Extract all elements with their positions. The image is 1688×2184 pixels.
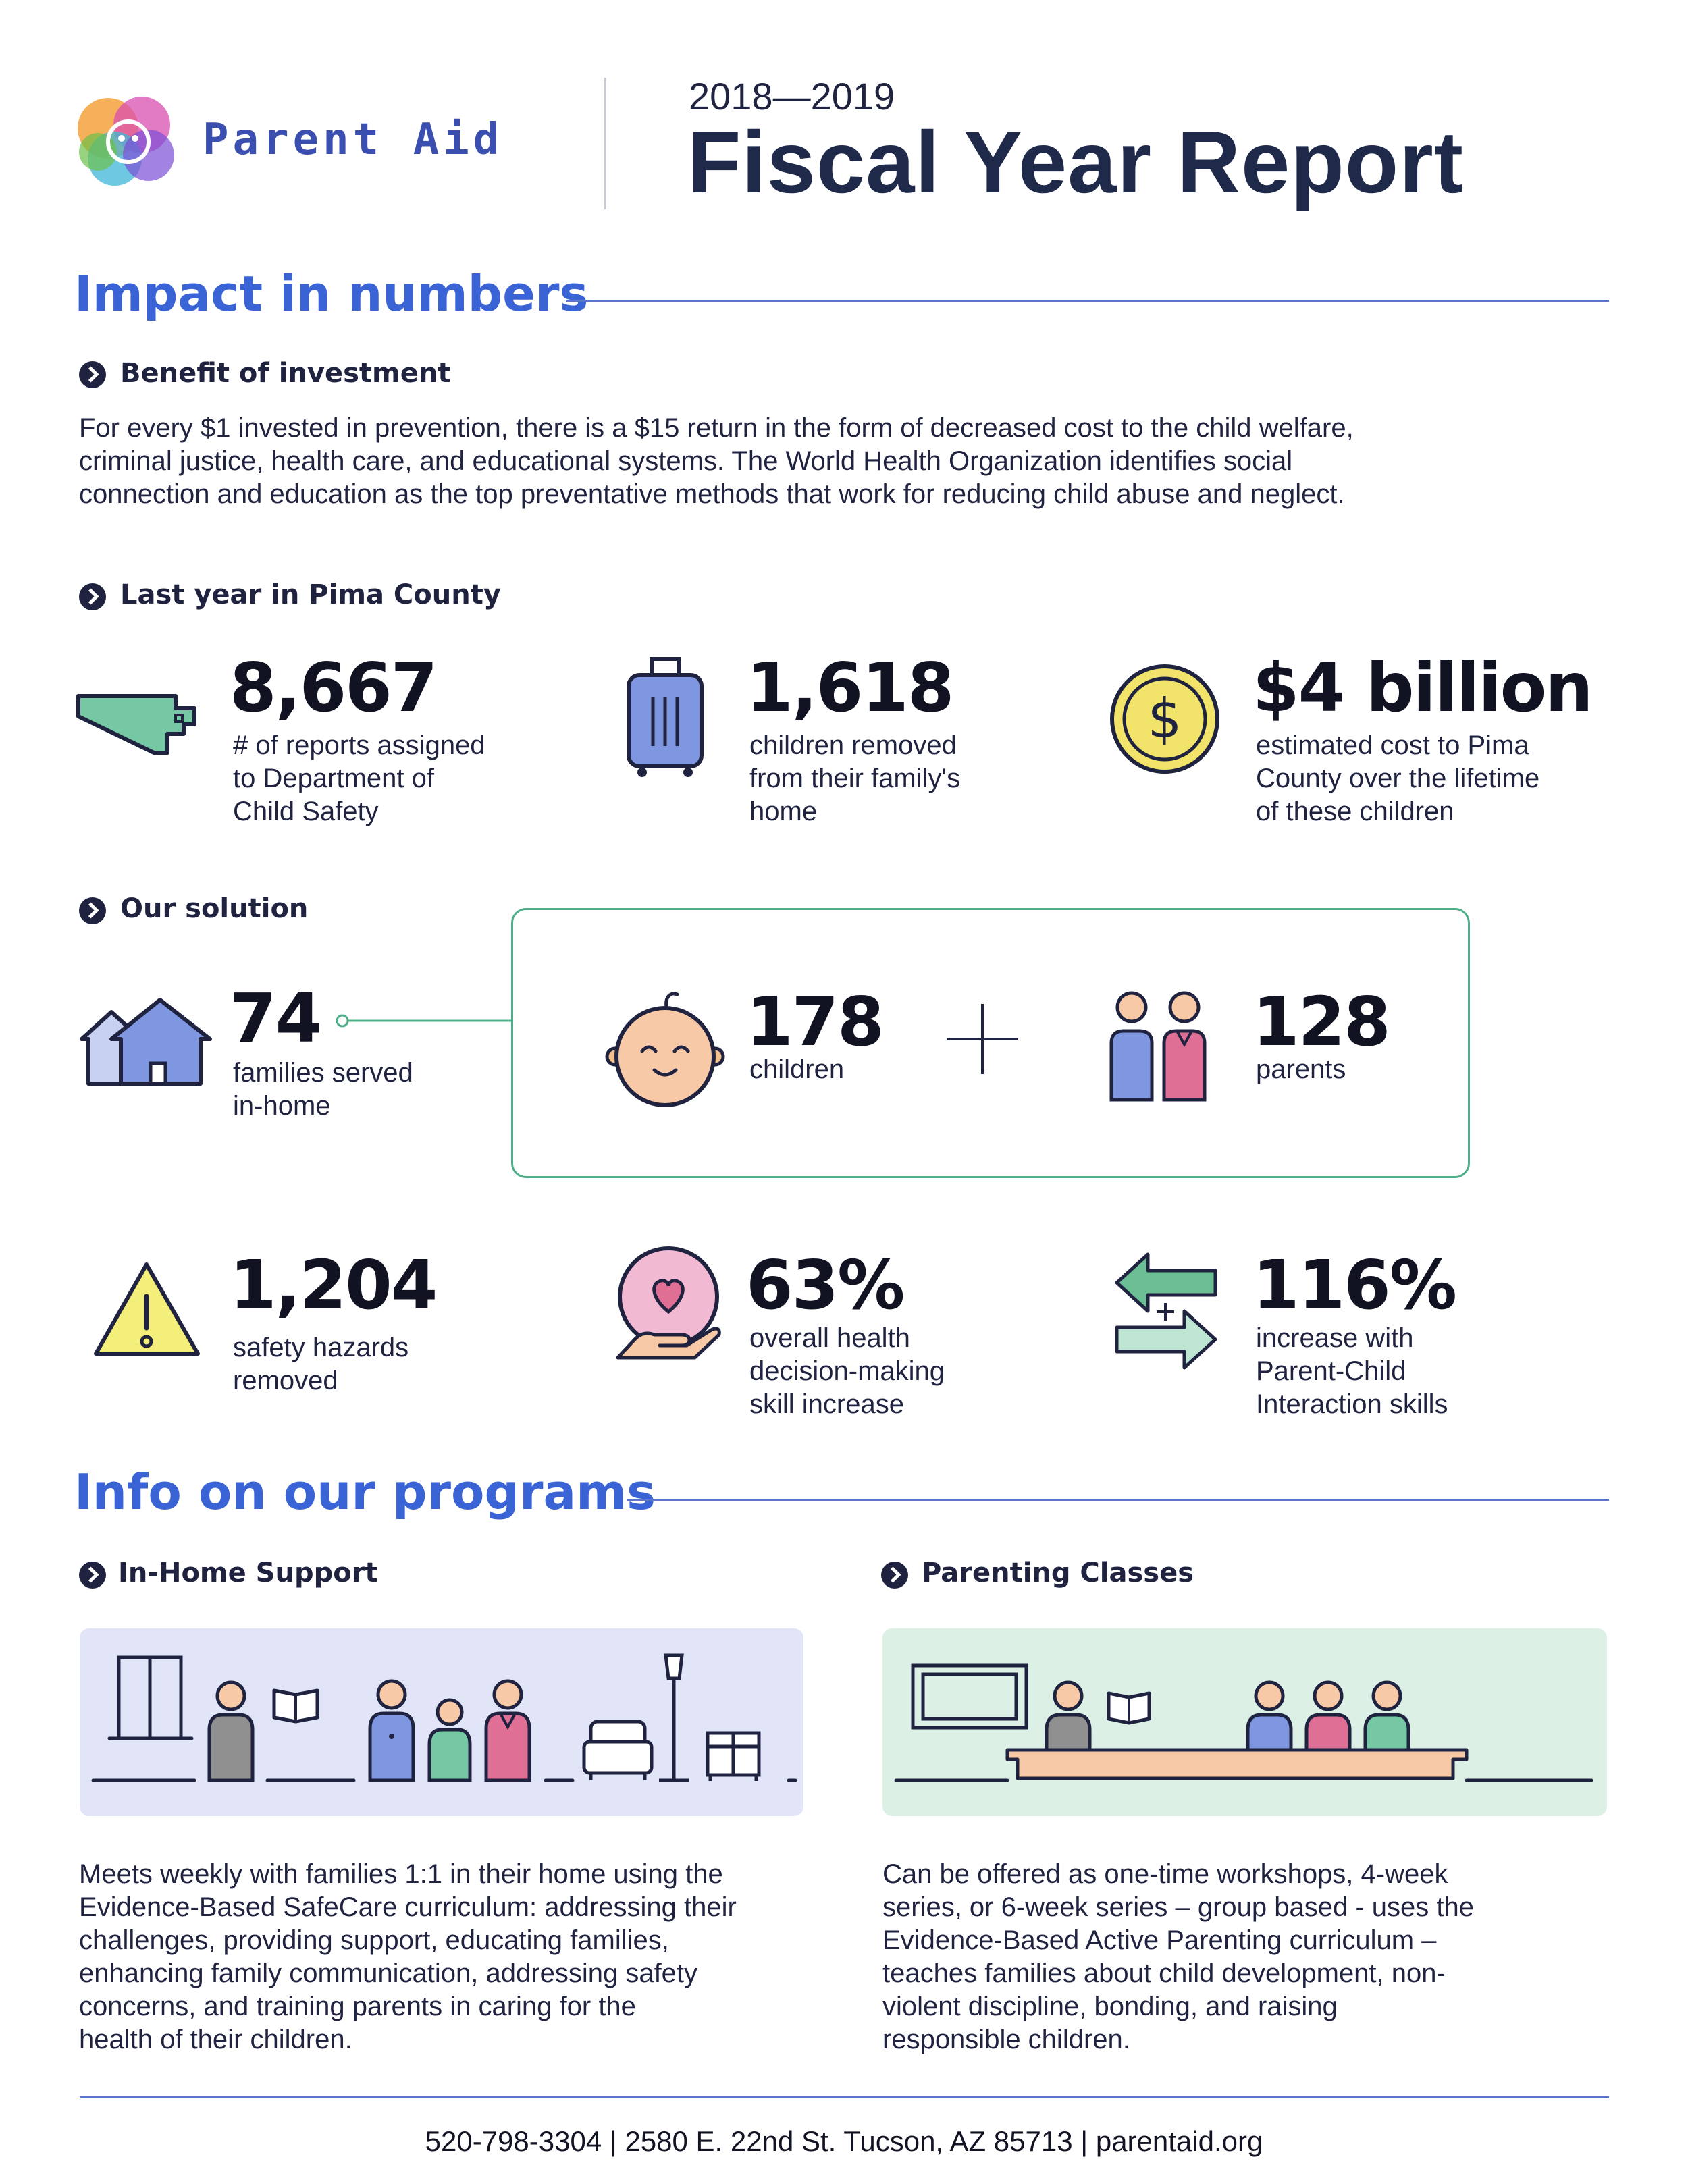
description-line: concerns, and training parents in caring… [79,1992,636,2021]
logo [68,88,189,196]
classes-subtitle: Parenting Classes [922,1557,1194,1589]
pima-county-map-icon [74,685,199,762]
stat-label-line: # of reports assigned [233,730,485,760]
page-title: Fiscal Year Report [687,113,1465,211]
stat-label-line: County over the lifetime [1256,764,1540,793]
classes-illustration [882,1628,1607,1816]
bullet-icon [79,897,106,924]
stat-label-line: in-home [233,1091,331,1121]
report-year: 2018—2019 [689,75,895,117]
solution-subtitle: Our solution [120,893,309,924]
stat-label-line: decision-making [749,1356,945,1386]
parents-label: parents [1256,1055,1346,1084]
footer-rule [80,2096,1609,2098]
exchange-arrows-icon [1113,1250,1221,1375]
plus-icon [947,1004,1018,1077]
benefit-line: connection and education as the top prev… [79,479,1345,509]
stat-label-line: Interaction skills [1256,1389,1448,1419]
footer-contact: 520-798-3304 | 2580 E. 22nd St. Tucson, … [425,2125,1263,2157]
parents-value: 128 [1252,982,1391,1061]
suitcase-icon [625,655,706,782]
benefit-line: For every $1 invested in prevention, the… [79,413,1354,443]
impact-section-title: Impact in numbers [74,265,589,322]
stat-label-line: from their family's [749,764,961,793]
bullet-icon [881,1562,908,1589]
description-line: Evidence-Based SafeCare curriculum: addr… [79,1892,737,1922]
stat-label-line: removed [233,1366,338,1395]
classes-description: Can be offered as one-time workshops, 4-… [882,1858,1639,2056]
description-line: enhancing family communication, addressi… [79,1959,698,1988]
stat-label: estimated cost to Pima County over the l… [1256,729,1539,828]
programs-section-rule [627,1499,1609,1501]
description-line: series, or 6-week series – group based -… [882,1892,1474,1922]
bullet-icon [79,583,106,610]
description-line: teaches families about child development… [882,1959,1446,1988]
dollar-coin-icon: $ [1107,662,1222,779]
stat-label: # of reports assigned to Department of C… [233,729,485,828]
stat-label-line: overall health [749,1323,910,1353]
outcome-value: 116% [1252,1246,1457,1325]
benefit-text: For every $1 invested in prevention, the… [79,412,1618,511]
warning-icon [91,1259,203,1363]
heart-hand-icon [611,1244,726,1372]
outcome-value: 1,204 [230,1246,438,1325]
description-line: challenges, providing support, educating… [79,1925,669,1955]
stat-value: 1,618 [746,648,954,727]
stat-label-line: safety hazards [233,1333,409,1362]
stat-label-line: skill increase [749,1389,904,1419]
stat-label-line: estimated cost to Pima [1256,730,1529,760]
benefit-subtitle: Benefit of investment [120,358,451,389]
stat-value: 8,667 [230,648,438,727]
stat-label-line: Parent-Child [1256,1356,1406,1386]
houses-icon [78,996,216,1093]
bullet-icon [79,361,106,388]
families-value: 74 [230,979,322,1058]
header-divider [604,78,606,209]
description-line: violent discipline, bonding, and raising [882,1992,1338,2021]
families-label: families served in-home [233,1057,413,1123]
stat-label-line: increase with [1256,1323,1414,1353]
stat-label-line: of these children [1256,797,1454,826]
outcome-value: 63% [746,1246,905,1325]
baby-face-icon [604,989,726,1113]
parents-icon [1107,989,1209,1107]
stat-label-line: to Department of [233,764,434,793]
description-line: responsible children. [882,2025,1130,2054]
description-line: Can be offered as one-time workshops, 4-… [882,1859,1448,1889]
programs-section-title: Info on our programs [74,1464,656,1520]
description-line: health of their children. [79,2025,352,2054]
description-line: Evidence-Based Active Parenting curricul… [882,1925,1437,1955]
stat-label-line: children removed [749,730,957,760]
stat-label-line: Child Safety [233,797,379,826]
in-home-description: Meets weekly with families 1:1 in their … [79,1858,835,2056]
svg-text:$: $ [1148,687,1182,750]
stat-label: children removed from their family's hom… [749,729,960,828]
impact-section-rule [566,300,1609,302]
description-line: Meets weekly with families 1:1 in their … [79,1859,723,1889]
stat-label-line: home [749,797,818,826]
logo-text: Parent Aid [203,115,504,165]
in-home-subtitle: In-Home Support [118,1557,378,1589]
children-label: children [749,1055,845,1084]
bullet-icon [79,1562,106,1589]
benefit-line: criminal justice, health care, and educa… [79,446,1293,476]
outcome-label: overall health decision-making skill inc… [749,1322,945,1421]
outcome-label: safety hazards removed [233,1331,408,1397]
in-home-illustration [80,1628,803,1816]
stat-label-line: families served [233,1058,413,1088]
stat-value: $4 billion [1252,648,1593,727]
solution-box [511,908,1470,1178]
last-year-subtitle: Last year in Pima County [120,579,501,610]
children-value: 178 [746,982,885,1061]
connector-line [334,1013,513,1032]
outcome-label: increase with Parent-Child Interaction s… [1256,1322,1448,1421]
